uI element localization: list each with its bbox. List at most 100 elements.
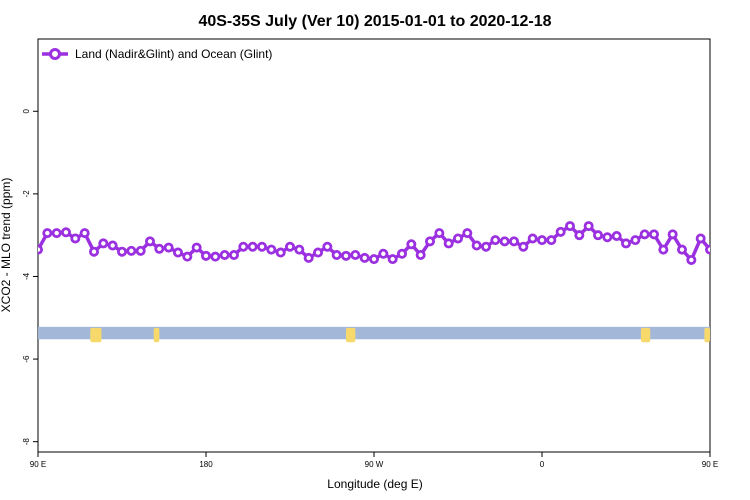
data-point	[555, 226, 566, 237]
data-point	[639, 229, 650, 240]
data-point	[154, 243, 165, 254]
data-point	[51, 228, 62, 239]
x-axis: 90 E 180 90 W 0 90 E	[30, 452, 718, 469]
x-tick-label: 90 E	[30, 460, 46, 469]
data-point	[117, 246, 128, 257]
data-point	[415, 249, 426, 260]
data-point	[266, 244, 277, 255]
data-point	[734, 230, 741, 237]
legend-marker	[49, 48, 61, 60]
data-point	[452, 233, 463, 244]
data-point	[294, 244, 305, 255]
data-point	[350, 249, 361, 260]
data-point	[210, 251, 221, 262]
y-axis-label: XCO2 - MLO trend (ppm)	[0, 178, 13, 313]
legend: Land (Nadir&Glint) and Ocean (Glint)	[42, 47, 272, 61]
data-point	[583, 221, 594, 232]
data-point	[705, 244, 710, 255]
data-point	[424, 236, 435, 247]
data-point	[340, 250, 351, 261]
y-axis: 0 -2 -4 -6 -8	[22, 109, 38, 446]
data-point	[135, 245, 146, 256]
data-point	[61, 227, 72, 238]
data-point	[378, 248, 389, 259]
data-point	[200, 250, 211, 261]
legend-label: Land (Nadir&Glint) and Ocean (Glint)	[75, 47, 272, 61]
data-point	[70, 233, 81, 244]
data-point	[396, 248, 407, 259]
data-point	[359, 252, 370, 263]
data-point	[89, 246, 100, 257]
y-tick-label: -4	[22, 272, 31, 280]
plot-frame	[37, 38, 711, 453]
data-point	[238, 241, 249, 252]
data-point	[686, 254, 697, 265]
y-tick-label: -6	[22, 355, 31, 363]
data-point	[658, 244, 669, 255]
data-point	[406, 239, 417, 250]
data-point	[312, 247, 323, 258]
x-tick-label: 90 W	[365, 460, 384, 469]
y-tick-label: 0	[22, 109, 31, 114]
data-point	[126, 245, 137, 256]
data-point	[107, 240, 118, 251]
data-point	[42, 228, 53, 239]
y-tick-label: -8	[22, 438, 31, 446]
data-point	[331, 249, 342, 260]
land-segment	[704, 327, 710, 343]
data-point	[695, 233, 706, 244]
x-tick-label: 0	[540, 460, 545, 469]
data-point	[219, 249, 230, 260]
data-point	[499, 236, 510, 247]
data-point	[677, 244, 688, 255]
data-point	[163, 242, 174, 253]
data-point	[434, 228, 445, 239]
data-point	[462, 228, 473, 239]
data-point	[303, 252, 314, 263]
data-point	[480, 241, 491, 252]
data-point	[518, 241, 529, 252]
x-tick-label: 180	[199, 460, 213, 469]
data-point	[144, 236, 155, 247]
land-ocean-strip	[38, 326, 710, 343]
data-point	[725, 231, 732, 238]
ocean-band	[38, 326, 710, 340]
land-segment	[346, 327, 356, 343]
data-point	[322, 241, 333, 252]
data-point	[284, 241, 295, 252]
land-segment	[90, 327, 102, 343]
data-point	[744, 235, 750, 242]
data-point	[565, 221, 576, 232]
x-tick-label: 90 E	[702, 460, 718, 469]
data-point	[574, 230, 585, 241]
data-point	[471, 240, 482, 251]
land-segment	[640, 327, 651, 343]
data-point	[602, 232, 613, 243]
data-point	[611, 231, 622, 242]
data-point	[247, 241, 258, 252]
data-point	[537, 235, 548, 246]
data-point	[256, 241, 267, 252]
data-point	[387, 254, 398, 265]
data-point	[527, 233, 538, 244]
y-tick-label: -2	[22, 190, 31, 198]
data-point	[98, 238, 109, 249]
data-point	[79, 228, 90, 239]
land-segment	[153, 327, 160, 343]
plot-area	[37, 38, 711, 453]
data-point	[716, 230, 723, 237]
data-point	[621, 238, 632, 249]
data-point	[182, 251, 193, 262]
data-point	[191, 242, 202, 253]
data-point	[443, 238, 454, 249]
x-axis-label: Longitude (deg E)	[327, 477, 422, 491]
data-point	[667, 229, 678, 240]
data-point	[508, 236, 519, 247]
data-point	[368, 254, 379, 265]
data-point	[38, 244, 43, 255]
data-point	[172, 247, 183, 258]
data-point	[593, 230, 604, 241]
data-point	[275, 247, 286, 258]
data-point	[546, 235, 557, 246]
